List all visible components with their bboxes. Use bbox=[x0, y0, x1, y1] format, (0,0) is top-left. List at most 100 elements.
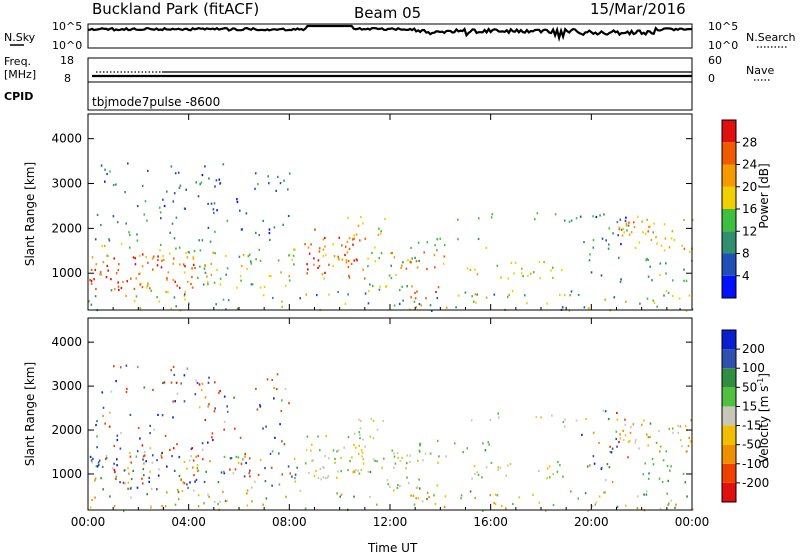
echo-cell bbox=[311, 443, 313, 446]
echo-cell bbox=[259, 459, 262, 462]
echo-cell bbox=[293, 263, 295, 266]
echo-cell bbox=[122, 481, 125, 484]
echo-cell bbox=[332, 243, 334, 246]
echo-cell bbox=[157, 474, 160, 477]
echo-cell bbox=[175, 247, 177, 250]
echo-cell bbox=[633, 221, 635, 224]
echo-cell bbox=[141, 444, 144, 447]
echo-cell bbox=[632, 423, 635, 426]
echo-cell bbox=[607, 247, 610, 250]
echo-cell bbox=[222, 163, 225, 166]
noise-sky-label: N.Sky bbox=[4, 31, 36, 44]
echo-cell bbox=[507, 295, 509, 298]
echo-cell bbox=[292, 254, 295, 257]
y-tick-label: 4000 bbox=[51, 335, 82, 349]
x-tick-label: 20:00 bbox=[574, 515, 609, 529]
echo-cell bbox=[175, 305, 177, 308]
echo-cell bbox=[546, 302, 548, 305]
echo-cell bbox=[691, 219, 694, 222]
echo-cell bbox=[212, 438, 214, 442]
echo-cell bbox=[181, 490, 184, 493]
echo-cell bbox=[686, 450, 688, 453]
echo-cell bbox=[208, 495, 210, 498]
echo-cell bbox=[570, 490, 572, 493]
echo-cell bbox=[668, 502, 670, 505]
echo-cell bbox=[161, 451, 163, 455]
power-panel: 1000 2000 3000 4000 Slant Range [km] 28 24 20… bbox=[23, 113, 771, 312]
echo-cell bbox=[475, 301, 477, 304]
echo-cell bbox=[511, 290, 514, 293]
echo-cell bbox=[130, 277, 132, 280]
echo-cell bbox=[161, 505, 163, 508]
echo-cell bbox=[173, 469, 176, 472]
echo-cell bbox=[466, 447, 469, 450]
echo-cell bbox=[247, 255, 250, 258]
echo-cell bbox=[172, 278, 175, 282]
echo-cell bbox=[381, 466, 383, 469]
echo-cell bbox=[433, 494, 435, 497]
echo-cell bbox=[476, 293, 479, 296]
echo-cell bbox=[418, 259, 420, 263]
echo-cell bbox=[106, 172, 108, 176]
echo-cell bbox=[416, 266, 419, 269]
echo-cell bbox=[264, 480, 267, 483]
echo-cell bbox=[324, 253, 327, 256]
echo-cell bbox=[659, 450, 661, 453]
echo-cell bbox=[473, 465, 476, 468]
echo-cell bbox=[550, 269, 552, 272]
echo-cell bbox=[173, 447, 175, 450]
echo-cell bbox=[284, 284, 287, 287]
echo-cell bbox=[95, 465, 98, 468]
echo-cell bbox=[655, 441, 658, 444]
echo-cell bbox=[158, 468, 160, 471]
echo-cell bbox=[317, 266, 319, 270]
echo-cell bbox=[625, 222, 628, 225]
freq-tick-top: 18 bbox=[60, 54, 74, 67]
echo-cell bbox=[406, 454, 408, 457]
echo-cell bbox=[183, 271, 186, 274]
beam-title: Beam 05 bbox=[354, 4, 421, 22]
echo-cell bbox=[608, 466, 611, 469]
echo-cell bbox=[164, 434, 167, 437]
echo-cell bbox=[359, 433, 361, 436]
echo-cell bbox=[168, 252, 171, 255]
echo-cell bbox=[623, 231, 625, 234]
echo-cell bbox=[127, 481, 130, 484]
echo-cell bbox=[135, 277, 138, 280]
echo-cell bbox=[120, 242, 123, 245]
echo-cell bbox=[360, 216, 362, 219]
x-tick-label: 00:00 bbox=[675, 515, 710, 529]
echo-cell bbox=[104, 180, 106, 183]
echo-cell bbox=[679, 425, 682, 428]
echo-cell bbox=[108, 238, 110, 241]
echo-cell bbox=[282, 223, 284, 226]
velocity-colorbar-label: Velocity [m s-1] bbox=[756, 373, 771, 463]
echo-cell bbox=[317, 259, 320, 262]
echo-cell bbox=[518, 496, 521, 499]
echo-cell bbox=[579, 215, 582, 218]
echo-cell bbox=[539, 277, 541, 280]
echo-cell bbox=[174, 503, 177, 506]
echo-cell bbox=[586, 465, 589, 468]
echo-cell bbox=[362, 268, 364, 271]
echo-cell bbox=[126, 280, 128, 283]
echo-cell bbox=[172, 257, 175, 260]
echo-cell bbox=[106, 254, 109, 257]
station-title: Buckland Park (fitACF) bbox=[92, 0, 259, 18]
echo-cell bbox=[262, 294, 265, 297]
echo-cell bbox=[353, 495, 355, 498]
echo-cell bbox=[333, 255, 336, 258]
echo-cell bbox=[411, 285, 413, 288]
echo-cell bbox=[622, 429, 625, 432]
echo-cell bbox=[688, 294, 691, 297]
echo-cell bbox=[137, 365, 139, 369]
echo-cell bbox=[149, 287, 151, 290]
echo-cell bbox=[390, 252, 392, 255]
echo-cell bbox=[287, 465, 290, 468]
echo-cell bbox=[201, 174, 204, 177]
echo-cell bbox=[353, 259, 356, 262]
echo-cell bbox=[251, 283, 254, 286]
echo-cell bbox=[611, 447, 614, 450]
echo-cell bbox=[393, 452, 395, 455]
echo-cell bbox=[209, 460, 211, 463]
